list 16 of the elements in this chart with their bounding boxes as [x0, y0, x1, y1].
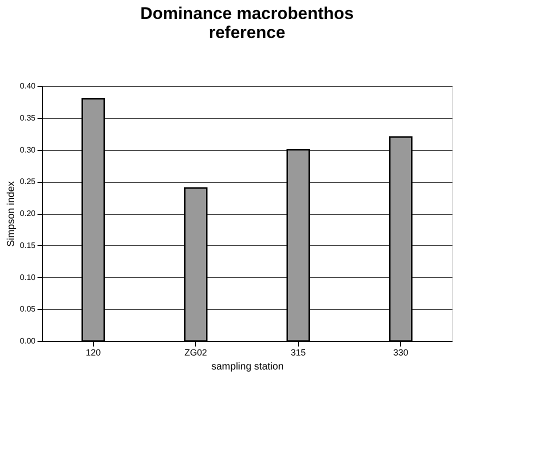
y-tick-label: 0.10 — [20, 272, 36, 282]
y-tick-label: 0.40 — [20, 82, 36, 90]
x-tick-label: 330 — [393, 348, 408, 358]
x-tick-label: 120 — [86, 348, 101, 358]
x-axis-title: sampling station — [211, 362, 284, 372]
y-tick-label: 0.00 — [20, 336, 36, 346]
y-tick-label: 0.15 — [20, 240, 36, 250]
x-tick-label: ZG02 — [184, 348, 208, 358]
y-tick-label: 0.20 — [20, 209, 36, 218]
y-tick-label: 0.25 — [20, 177, 36, 186]
y-tick-label: 0.35 — [20, 113, 36, 122]
y-tick-label: 0.05 — [20, 304, 36, 314]
chart-title: Dominance macrobenthos reference — [140, 4, 354, 42]
y-tick-label: 0.30 — [20, 145, 36, 154]
x-tick-label: 315 — [290, 348, 306, 358]
y-axis-title: Simpson index — [6, 181, 17, 247]
